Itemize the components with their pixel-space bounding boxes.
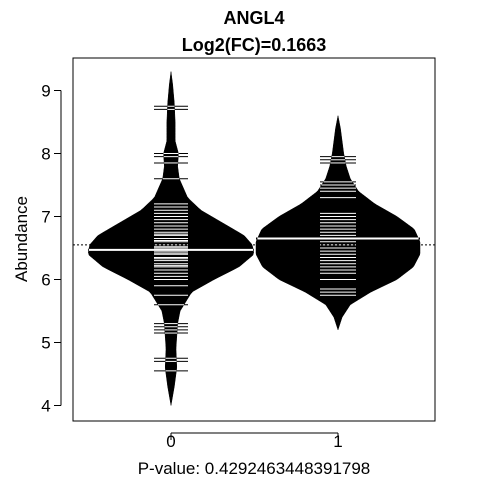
x-tick-label: 0	[166, 432, 175, 451]
x-axis-label: P-value: 0.4292463448391798	[138, 459, 371, 478]
y-tick-label: 4	[41, 397, 50, 416]
plot-frame	[72, 57, 436, 422]
y-tick-label: 8	[41, 145, 50, 164]
y-tick-label: 7	[41, 208, 50, 227]
mean-lines-layer	[88, 237, 420, 251]
y-tick-label: 5	[41, 334, 50, 353]
y-axis: 4 5 6 7 8 9	[41, 82, 62, 416]
y-tick-label: 6	[41, 271, 50, 290]
x-tick-label: 1	[333, 432, 342, 451]
chart-title: ANGL4	[223, 8, 284, 28]
chart-subtitle: Log2(FC)=0.1663	[182, 35, 327, 55]
y-axis-label: Abundance	[12, 196, 31, 282]
y-tick-label: 9	[41, 82, 50, 101]
observation-lines-layer	[154, 105, 356, 372]
